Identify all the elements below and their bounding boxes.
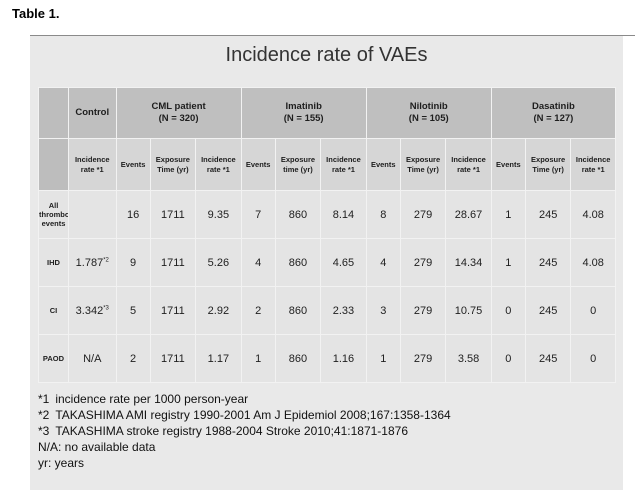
table-cell: 14.34 (445, 238, 492, 287)
table-figure: Incidence rate of VAEs Control CML patie… (30, 36, 623, 490)
table-cell: 1 (240, 334, 276, 383)
incidence-table: Control CML patient (N = 320) Imatinib (N … (38, 87, 617, 383)
sub-header-row: Incidence rate *1 Events Exposure Time (… (38, 138, 616, 191)
table-row: IHD 1.787*2 9 1711 5.26 4 860 4.65 4 279… (38, 238, 616, 287)
table-cell: 9.35 (195, 190, 242, 239)
table-cell: 8.14 (320, 190, 367, 239)
table-cell: 0 (570, 286, 616, 335)
sub-header-cell: Exposure time (yr) (274, 138, 322, 191)
table-cell: 860 (274, 334, 322, 383)
footnote: yr: years (38, 456, 85, 470)
header-corner (38, 138, 69, 191)
table-cell: 1711 (149, 190, 197, 239)
sub-header-cell: Exposure Time (yr) (149, 138, 197, 191)
group-header-control: Control (67, 87, 117, 139)
row-label: PAOD (38, 334, 69, 383)
table-cell: 279 (399, 238, 447, 287)
table-cell: 5 (115, 286, 151, 335)
footnote: N/A: no available data (38, 440, 156, 454)
table-cell: 245 (524, 190, 572, 239)
table-cell: 1 (490, 190, 526, 239)
table-cell: 279 (399, 286, 447, 335)
table-cell: 4.08 (570, 238, 616, 287)
table-cell: 860 (274, 286, 322, 335)
table-cell: 860 (274, 190, 322, 239)
header-corner (38, 87, 69, 139)
table-cell: 28.67 (445, 190, 492, 239)
control-rate-cell: 3.342*3 (67, 286, 117, 335)
sub-header-cell: Exposure Time (yr) (399, 138, 447, 191)
table-cell: 2 (240, 286, 276, 335)
table-cell: 1 (365, 334, 401, 383)
table-cell: 1711 (149, 334, 197, 383)
table-cell: 3.58 (445, 334, 492, 383)
group-header-dasatinib: Dasatinib (N = 127) (490, 87, 617, 139)
table-row: PAOD N/A 2 1711 1.17 1 860 1.16 1 279 3.… (38, 334, 616, 383)
footnote: *2 TAKASHIMA AMI registry 1990-2001 Am J … (38, 408, 451, 422)
group-header-imatinib: Imatinib (N = 155) (240, 87, 367, 139)
table-cell: 245 (524, 286, 572, 335)
table-cell: 245 (524, 238, 572, 287)
table-cell: 2 (115, 334, 151, 383)
table-row: All thrombotic events 16 1711 9.35 7 860… (38, 190, 616, 239)
sub-header-cell: Incidence rate *1 (445, 138, 492, 191)
table-cell: 1.16 (320, 334, 367, 383)
footnotes: *1 incidence rate per 1000 person-year *2… (38, 391, 451, 471)
group-header-cml: CML patient (N = 320) (115, 87, 242, 139)
table-cell: 1711 (149, 286, 197, 335)
table-cell: 4 (240, 238, 276, 287)
table-cell: 279 (399, 190, 447, 239)
table-cell: 0 (490, 286, 526, 335)
caption-rule (30, 35, 635, 36)
control-rate-cell (67, 190, 117, 239)
row-label: All thrombotic events (38, 190, 69, 239)
table-cell: 10.75 (445, 286, 492, 335)
table-cell: 4.65 (320, 238, 367, 287)
table-cell: 2.92 (195, 286, 242, 335)
table-cell: 0 (490, 334, 526, 383)
sub-header-cell: Incidence rate *1 (570, 138, 616, 191)
table-cell: 279 (399, 334, 447, 383)
table-cell: 9 (115, 238, 151, 287)
group-header-nilotinib: Nilotinib (N = 105) (365, 87, 492, 139)
table-cell: 860 (274, 238, 322, 287)
sub-header-cell: Events (115, 138, 151, 191)
sub-header-cell: Incidence rate *1 (195, 138, 242, 191)
table-cell: 0 (570, 334, 616, 383)
table-cell: 5.26 (195, 238, 242, 287)
sub-header-cell: Events (240, 138, 276, 191)
control-rate-cell: N/A (67, 334, 117, 383)
sub-header-cell: Events (365, 138, 401, 191)
table-cell: 2.33 (320, 286, 367, 335)
row-label: IHD (38, 238, 69, 287)
table-cell: 7 (240, 190, 276, 239)
table-caption: Table 1. (12, 6, 60, 21)
figure-title: Incidence rate of VAEs (225, 44, 428, 66)
table-cell: 1.17 (195, 334, 242, 383)
sub-header-cell: Incidence rate *1 (320, 138, 367, 191)
sub-header-cell: Events (490, 138, 526, 191)
table-cell: 1 (490, 238, 526, 287)
table-cell: 8 (365, 190, 401, 239)
control-rate-cell: 1.787*2 (67, 238, 117, 287)
sub-header-cell: Incidence rate *1 (67, 138, 117, 191)
table-cell: 4 (365, 238, 401, 287)
table-cell: 245 (524, 334, 572, 383)
footnote: *1 incidence rate per 1000 person-year (38, 392, 249, 406)
group-header-row: Control CML patient (N = 320) Imatinib (N … (38, 87, 617, 139)
footnote: *3 TAKASHIMA stroke registry 1988-2004 St… (38, 424, 408, 438)
row-label: CI (38, 286, 69, 335)
table-cell: 16 (115, 190, 151, 239)
table-cell: 4.08 (570, 190, 616, 239)
table-row: CI 3.342*3 5 1711 2.92 2 860 2.33 3 279 … (38, 286, 616, 335)
sub-header-cell: Exposure Time (yr) (524, 138, 572, 191)
table-cell: 3 (365, 286, 401, 335)
table-cell: 1711 (149, 238, 197, 287)
